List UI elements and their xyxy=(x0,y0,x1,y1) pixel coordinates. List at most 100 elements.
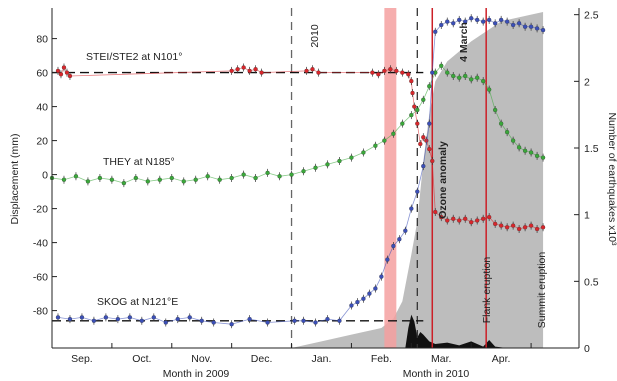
data-point xyxy=(61,177,67,182)
series-1 xyxy=(55,63,546,233)
data-point xyxy=(430,158,435,164)
data-point xyxy=(229,68,234,74)
data-point xyxy=(289,172,294,177)
data-point xyxy=(406,72,411,77)
y-tick-label-left: 80 xyxy=(36,34,48,46)
data-point xyxy=(427,84,432,89)
data-point xyxy=(91,318,97,323)
data-point xyxy=(400,121,405,126)
data-point xyxy=(451,21,456,26)
y-tick-label-right: 0 xyxy=(584,343,590,355)
data-point xyxy=(211,320,216,325)
data-point xyxy=(310,67,315,72)
data-point xyxy=(265,320,270,325)
data-point xyxy=(229,322,234,327)
data-point xyxy=(445,19,450,24)
data-point xyxy=(169,175,174,181)
data-point xyxy=(247,316,252,322)
data-point xyxy=(493,107,498,113)
data-point xyxy=(175,316,180,322)
data-point xyxy=(463,73,468,79)
data-point xyxy=(469,77,474,82)
data-point xyxy=(540,27,546,33)
data-point xyxy=(481,216,486,221)
data-point xyxy=(498,17,504,23)
data-point xyxy=(528,24,534,29)
data-point xyxy=(540,225,546,230)
y-tick-label-left: -20 xyxy=(33,204,48,216)
series-2 xyxy=(49,61,546,188)
flank-eruption-label: Flank eruption xyxy=(481,257,493,324)
data-point xyxy=(516,226,522,232)
series-label-stei: STEI/STE2 at N101° xyxy=(86,51,182,63)
data-point xyxy=(457,75,462,80)
data-point xyxy=(127,315,133,320)
y-tick-label-left: 40 xyxy=(36,102,48,114)
y-tick-label-left: -80 xyxy=(33,306,48,318)
data-point xyxy=(385,257,390,262)
data-point xyxy=(487,87,492,92)
data-point xyxy=(412,104,417,109)
march-4-label: 4 March xyxy=(458,22,470,62)
data-point xyxy=(253,175,258,181)
data-point xyxy=(528,150,534,155)
data-point xyxy=(475,218,480,223)
data-point xyxy=(205,174,210,179)
data-point xyxy=(481,78,486,84)
data-point xyxy=(61,65,67,70)
data-point xyxy=(463,19,468,24)
data-point xyxy=(277,174,282,179)
x-axis-label-2010: Month in 2010 xyxy=(403,368,470,380)
data-point xyxy=(73,174,79,179)
data-point xyxy=(457,17,462,23)
data-point xyxy=(421,135,426,140)
data-point xyxy=(253,67,258,72)
data-point xyxy=(370,70,375,75)
x-tick-label: Nov. xyxy=(191,353,212,365)
data-point xyxy=(397,237,402,242)
y-axis-label-left: Displacement (mm) xyxy=(9,133,21,224)
data-point xyxy=(265,170,270,176)
year-2010-label: 2010 xyxy=(309,24,321,48)
y-tick-label-left: -60 xyxy=(33,272,48,284)
data-point xyxy=(445,218,450,223)
data-point xyxy=(481,19,486,24)
data-point xyxy=(349,155,354,160)
data-point xyxy=(457,218,462,223)
data-point xyxy=(349,303,354,308)
data-point xyxy=(64,70,70,75)
data-point xyxy=(313,320,318,325)
data-point xyxy=(410,90,415,96)
data-point xyxy=(498,121,504,126)
data-point xyxy=(528,223,534,228)
data-point xyxy=(403,228,408,233)
data-point xyxy=(85,179,91,184)
data-point xyxy=(379,274,384,279)
data-point xyxy=(400,70,405,75)
axes-layer: 80 60 40 20 0 -20 -40 -60 -80 2.5 2 1.5 1 0.5 0 Sep. Oct… xyxy=(33,8,599,365)
data-point xyxy=(463,216,468,221)
data-point xyxy=(391,131,396,136)
data-point xyxy=(534,226,540,232)
data-point xyxy=(493,221,498,227)
x-axis-label-2009: Month in 2009 xyxy=(163,368,230,380)
data-point xyxy=(382,138,387,143)
data-point xyxy=(427,121,432,126)
data-point xyxy=(109,177,115,182)
data-point xyxy=(445,70,450,75)
data-point xyxy=(409,112,414,118)
data-point xyxy=(430,70,435,75)
data-point xyxy=(121,180,127,186)
y-tick-label-left: 60 xyxy=(36,68,48,80)
data-point xyxy=(391,243,396,249)
data-point xyxy=(504,225,510,230)
data-point xyxy=(235,67,240,72)
data-point xyxy=(292,318,297,323)
ozone-anomaly-label: Ozone anomaly xyxy=(437,141,449,219)
data-layer xyxy=(49,14,546,329)
data-point xyxy=(304,68,309,74)
y-tick-label-right: 1.5 xyxy=(584,143,599,155)
x-tick-label: Mar. xyxy=(431,353,451,365)
data-point xyxy=(145,179,150,184)
data-point xyxy=(451,73,456,79)
